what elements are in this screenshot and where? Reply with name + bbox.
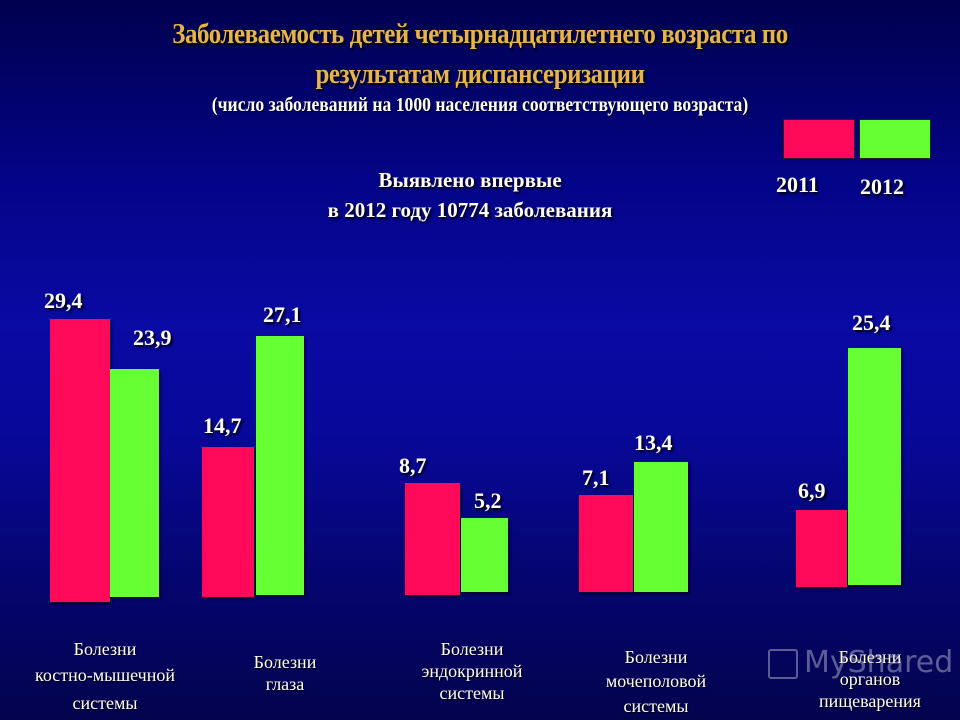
category-label-endocrine: Болезни эндокринной системы: [421, 639, 523, 703]
bar-2012-endocrine: [461, 518, 508, 592]
bar-2012-musculoskeletal: [110, 369, 159, 597]
watermark: MyShared: [768, 645, 953, 680]
category-label-eye: Болезни глаза: [253, 652, 317, 694]
bar-2011-endocrine: [405, 483, 460, 595]
legend-swatch-2011: [783, 119, 855, 159]
value-label: 14,7: [203, 413, 242, 438]
value-label: 29,4: [44, 288, 83, 313]
category-label-genitourinary: Болезни мочеполовой системы: [605, 647, 707, 716]
annotation-line2: в 2012 году 10774 заболевания: [327, 198, 613, 222]
legend-swatch-2012: [859, 119, 931, 159]
chart-title-line1: Заболеваемость детей четырнадцатилетнего…: [172, 18, 788, 50]
bar-2011-musculoskeletal: [50, 319, 110, 602]
bar-2012-eye: [256, 336, 304, 595]
value-label: 6,9: [798, 478, 826, 503]
bar-2012-digestive: [848, 348, 901, 585]
value-label: 23,9: [133, 325, 172, 350]
bar-2011-digestive: [796, 510, 847, 587]
category-label-digestive: Болезни органов пищеварения: [819, 647, 921, 711]
bar-2012-genitourinary: [634, 462, 688, 592]
presentation-board-icon: [768, 648, 798, 679]
value-label: 8,7: [399, 453, 427, 478]
value-label: 27,1: [263, 302, 302, 327]
bar-2011-eye: [202, 447, 254, 597]
value-label: 5,2: [474, 488, 502, 513]
value-label: 7,1: [582, 465, 610, 490]
value-label: 13,4: [634, 430, 673, 455]
legend-label-2012: 2012: [860, 174, 904, 199]
chart-subtitle: (число заболеваний на 1000 населения соо…: [211, 94, 749, 116]
legend-label-2011: 2011: [776, 172, 819, 197]
category-label-musculoskeletal: Болезни костно-мышечной системы: [35, 639, 175, 713]
chart-title-line2: результатам диспансеризации: [315, 58, 645, 90]
annotation-line1: Выявлено впервые: [378, 168, 562, 192]
bar-2011-genitourinary: [579, 495, 633, 592]
value-label: 25,4: [852, 310, 891, 335]
